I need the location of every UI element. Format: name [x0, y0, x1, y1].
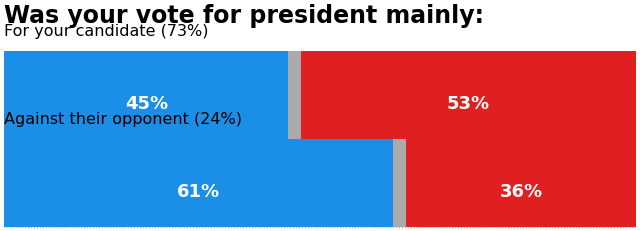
Text: For your candidate (73%): For your candidate (73%) — [4, 24, 209, 39]
Bar — [4, 52, 289, 155]
Text: 53%: 53% — [447, 95, 490, 112]
Text: Was your vote for president mainly:: Was your vote for president mainly: — [4, 4, 484, 28]
Bar — [406, 139, 636, 231]
Text: Against their opponent (24%): Against their opponent (24%) — [4, 112, 242, 126]
Bar — [301, 52, 636, 155]
Bar — [394, 139, 406, 231]
Text: 36%: 36% — [499, 182, 543, 200]
Text: 45%: 45% — [125, 95, 168, 112]
Bar — [4, 139, 394, 231]
Text: 61%: 61% — [177, 182, 220, 200]
Bar — [289, 52, 301, 155]
